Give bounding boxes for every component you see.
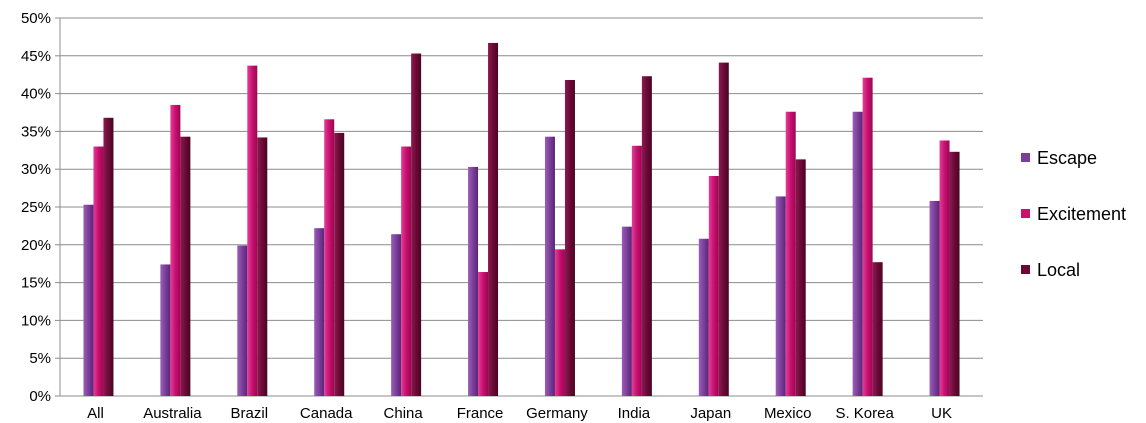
bar-local-japan <box>718 62 729 396</box>
bar-excitement-mexico <box>785 111 796 396</box>
bar-escape-canada <box>314 228 325 396</box>
bar-local-brazil <box>257 137 268 396</box>
legend-label-local: Local <box>1037 260 1080 280</box>
y-tick-label: 25% <box>21 199 51 216</box>
bar-escape-brazil <box>237 245 248 396</box>
bar-excitement-france <box>478 272 489 396</box>
bar-escape-all <box>83 204 94 396</box>
bar-local-s-korea <box>872 262 883 396</box>
x-tick-label: S. Korea <box>835 405 894 422</box>
bar-excitement-australia <box>170 104 181 396</box>
y-tick-label: 10% <box>21 312 51 329</box>
y-tick-label: 15% <box>21 275 51 292</box>
x-tick-label: France <box>457 405 504 422</box>
bar-local-india <box>641 76 652 396</box>
bar-escape-japan <box>698 238 709 396</box>
y-tick-label: 0% <box>29 388 51 405</box>
y-tick-label: 50% <box>21 10 51 27</box>
legend: Escape Excitement Local <box>1021 148 1126 280</box>
y-tick-label: 35% <box>21 123 51 140</box>
bar-escape-uk <box>929 200 940 396</box>
bar-excitement-brazil <box>247 65 258 397</box>
bar-escape-australia <box>160 264 171 396</box>
bar-local-france <box>488 42 499 396</box>
x-tick-label: Mexico <box>764 405 812 422</box>
bar-local-uk <box>949 151 960 396</box>
bar-escape-mexico <box>775 196 786 396</box>
bar-local-australia <box>180 136 191 396</box>
bar-local-china <box>411 53 422 396</box>
bar-excitement-uk <box>939 140 950 396</box>
bar-excitement-japan <box>708 176 719 396</box>
bar-excitement-germany <box>554 249 565 396</box>
bar-excitement-canada <box>324 119 335 396</box>
y-axis-ticks: 0% 5% 10% 15% 20% 25% 30% 35% 40% 45% 50% <box>21 10 51 405</box>
bar-local-mexico <box>795 159 806 396</box>
y-tick-label: 40% <box>21 86 51 103</box>
bar-escape-germany <box>544 136 555 396</box>
x-tick-label: UK <box>931 405 952 422</box>
gridlines <box>55 17 983 397</box>
x-tick-label: China <box>384 405 424 422</box>
legend-label-excitement: Excitement <box>1037 204 1126 224</box>
legend-swatch-excitement <box>1021 209 1030 218</box>
bar-local-canada <box>334 132 345 397</box>
bar-excitement-china <box>401 146 412 396</box>
x-tick-label: India <box>618 405 651 422</box>
x-tick-label: Canada <box>300 405 353 422</box>
x-axis-ticks: All Australia Brazil Canada China France Germa… <box>87 405 952 422</box>
x-tick-label: Japan <box>690 405 731 422</box>
bar-escape-france <box>468 166 479 396</box>
x-tick-label: All <box>87 405 104 422</box>
bars <box>83 42 960 397</box>
bar-escape-s-korea <box>852 111 863 396</box>
legend-label-escape: Escape <box>1037 148 1097 168</box>
bar-excitement-s-korea <box>862 77 873 396</box>
legend-swatch-local <box>1021 265 1030 274</box>
bar-excitement-all <box>93 146 104 396</box>
y-tick-label: 20% <box>21 237 51 254</box>
y-tick-label: 5% <box>29 350 51 367</box>
bar-local-germany <box>564 79 575 396</box>
bar-excitement-india <box>631 145 642 396</box>
y-tick-label: 30% <box>21 161 51 178</box>
bar-escape-india <box>621 226 632 396</box>
x-tick-label: Brazil <box>231 405 269 422</box>
bar-local-all <box>103 117 114 397</box>
bar-escape-china <box>391 234 402 396</box>
x-tick-label: Germany <box>526 405 588 422</box>
y-tick-label: 45% <box>21 48 51 65</box>
x-tick-label: Australia <box>143 405 202 422</box>
legend-swatch-escape <box>1021 153 1030 162</box>
